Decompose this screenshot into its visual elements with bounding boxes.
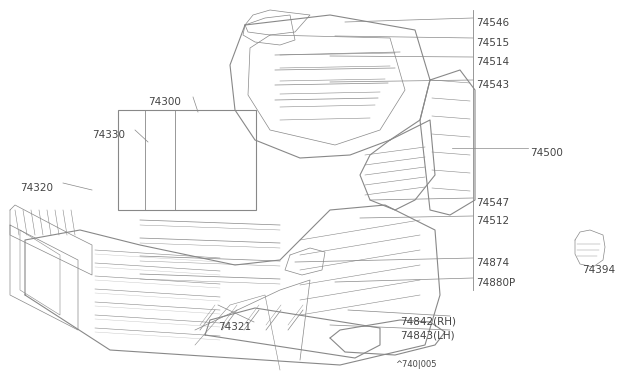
Text: 74842(RH): 74842(RH) (400, 316, 456, 326)
Text: 74514: 74514 (476, 57, 509, 67)
Text: 74515: 74515 (476, 38, 509, 48)
Text: 74500: 74500 (530, 148, 563, 158)
Bar (118, 110, 256, 210)
Text: 74543: 74543 (476, 80, 509, 90)
Text: 74321: 74321 (218, 322, 251, 332)
Text: 74330: 74330 (92, 130, 125, 140)
Text: 74843(LH): 74843(LH) (400, 330, 454, 340)
Text: 74512: 74512 (476, 216, 509, 226)
Text: 74880P: 74880P (476, 278, 515, 288)
Text: ^740|005: ^740|005 (395, 360, 436, 369)
Text: 74394: 74394 (582, 265, 615, 275)
Text: 74546: 74546 (476, 18, 509, 28)
Text: 74320: 74320 (20, 183, 53, 193)
Text: 74874: 74874 (476, 258, 509, 268)
Text: 74300: 74300 (148, 97, 181, 107)
Text: 74547: 74547 (476, 198, 509, 208)
